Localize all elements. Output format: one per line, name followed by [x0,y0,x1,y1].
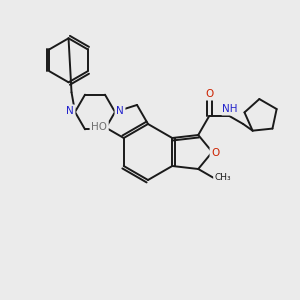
Text: N: N [66,106,74,116]
Text: N: N [116,106,124,116]
Text: NH: NH [223,104,238,114]
Text: O: O [205,89,213,99]
Text: CH₃: CH₃ [214,173,231,182]
Text: O: O [211,148,219,158]
Text: HO: HO [91,122,107,132]
